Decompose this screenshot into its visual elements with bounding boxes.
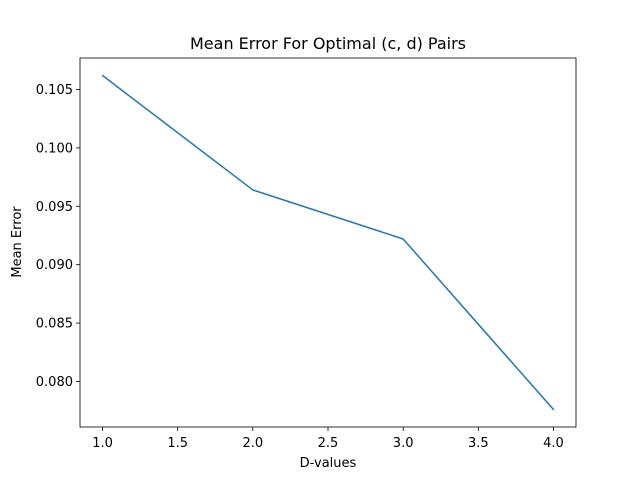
y-tick-label: 0.095 (36, 200, 73, 215)
y-axis-label: Mean Error (10, 206, 25, 278)
x-tick-label: 3.0 (393, 436, 414, 451)
y-tick-label: 0.090 (36, 258, 73, 273)
x-tick-label: 2.5 (318, 436, 339, 451)
x-tick-label: 3.5 (468, 436, 489, 451)
x-tick-label: 2.0 (243, 436, 264, 451)
y-tick-label: 0.080 (36, 375, 73, 390)
x-tick-label: 4.0 (543, 436, 564, 451)
y-tick-label: 0.100 (36, 141, 73, 156)
data-series-line (101, 74, 555, 411)
x-tick-label: 1.0 (92, 436, 113, 451)
chart-title: Mean Error For Optimal (c, d) Pairs (190, 34, 466, 53)
x-tick-label: 1.5 (167, 436, 188, 451)
x-axis-label: D-values (300, 456, 357, 471)
plot-area-frame (79, 57, 577, 428)
y-tick-label: 0.105 (36, 83, 73, 98)
x-axis-ticks: 1.0 1.5 2.0 2.5 3.0 3.5 4.0 (92, 427, 564, 451)
y-tick-label: 0.085 (36, 317, 73, 332)
y-axis-ticks: 0.080 0.085 0.090 0.095 0.100 0.105 (36, 83, 80, 390)
